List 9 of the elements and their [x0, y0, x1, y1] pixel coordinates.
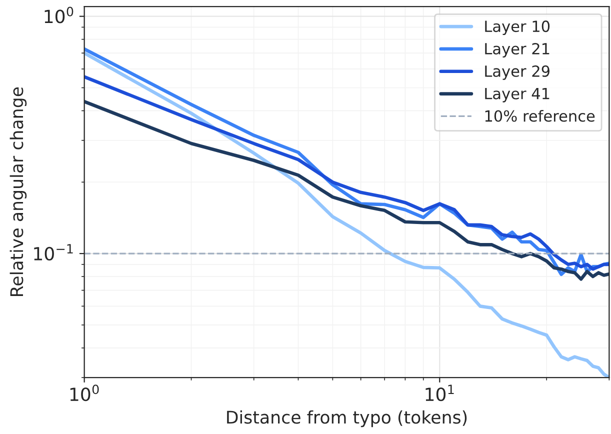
x-axis-title: Distance from typo (tokens) [227, 410, 467, 428]
x-tick-label: 10$^{1}$ [426, 384, 454, 402]
y-tick-label: 10$^{−1}$ [34, 244, 73, 261]
legend-label: Layer 29 [485, 65, 550, 80]
legend-label: Layer 10 [485, 20, 550, 36]
legend-label: 10% reference [485, 110, 595, 122]
legend-label: Layer 41 [485, 88, 550, 102]
legend-label: Layer 21 [485, 42, 550, 58]
y-axis-title: Relative angular change [10, 87, 27, 296]
